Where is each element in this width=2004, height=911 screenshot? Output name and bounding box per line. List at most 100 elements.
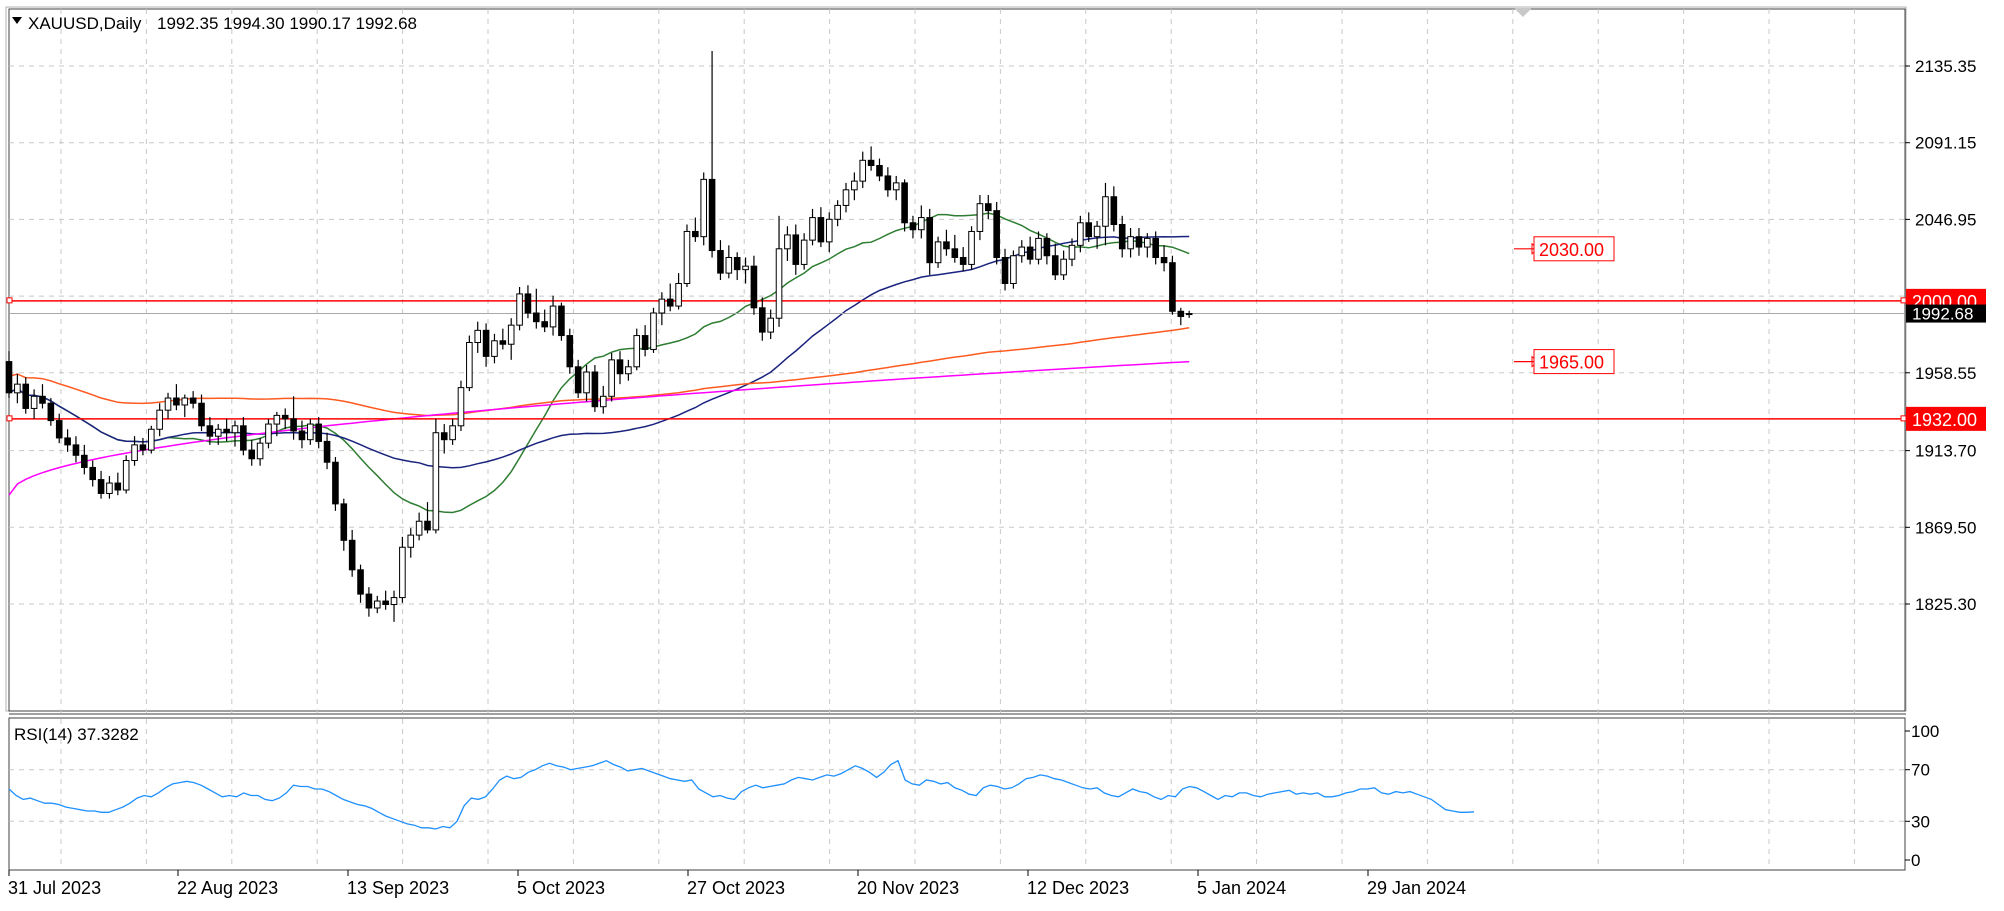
candle-bull: [1077, 222, 1084, 246]
candle-bear: [533, 312, 540, 323]
candle-bull: [122, 459, 130, 491]
candle-bull: [466, 342, 473, 389]
candle-bear: [206, 425, 214, 437]
candle-bear: [524, 293, 532, 314]
rsi-label: RSI(14) 37.3282: [14, 725, 139, 744]
candle-bull: [683, 230, 691, 285]
level-handle-right[interactable]: [1900, 415, 1907, 422]
candle-bear: [482, 329, 490, 357]
candle-bull: [156, 409, 163, 430]
candle-bear: [943, 241, 950, 250]
candle-bull: [131, 444, 138, 461]
candle-bull: [491, 340, 498, 357]
candle-bear: [1135, 236, 1143, 248]
candle-bear: [499, 340, 507, 345]
candle-bear: [884, 175, 892, 191]
candle-bear: [717, 250, 724, 274]
rsi-tick-label: 0: [1911, 851, 1920, 870]
price-tick-label: 1869.50: [1915, 518, 1976, 537]
rsi-axis: 100 70 30 0: [1905, 722, 1939, 870]
moving-averages: [8, 212, 1190, 514]
candle-bull: [265, 423, 272, 444]
level-handle-right[interactable]: [1900, 297, 1907, 304]
candle-bear: [1177, 310, 1185, 317]
candle-bull: [834, 204, 841, 220]
time-tick-label: 13 Sep 2023: [347, 878, 449, 898]
price-tick-label: 1825.30: [1915, 595, 1976, 614]
candles: [5, 50, 1193, 622]
time-tick-label: 20 Nov 2023: [857, 878, 959, 898]
candle-bear: [89, 466, 97, 481]
candle-bear: [759, 307, 766, 333]
candle-bear: [139, 444, 147, 451]
candle-bear: [1118, 224, 1126, 250]
candle-bull: [976, 203, 984, 232]
candle-bull: [725, 256, 733, 274]
candle-bear: [240, 425, 247, 451]
candle-bear: [340, 503, 348, 541]
price-tick-label: 2135.35: [1915, 57, 1976, 76]
candle-bear: [591, 371, 599, 408]
candle-bull: [1068, 244, 1076, 260]
candle-bear: [951, 248, 959, 258]
symbol-label: XAUUSD,Daily: [28, 14, 142, 33]
candle-bull: [1102, 196, 1109, 227]
level-box[interactable]: [1533, 236, 1615, 262]
candle-bear: [173, 397, 180, 406]
candle-bull: [767, 317, 774, 333]
candle-bull: [1093, 225, 1101, 238]
collapse-triangle-icon[interactable]: [12, 17, 22, 24]
candle-bull: [30, 395, 38, 409]
price-tick-label: 1913.70: [1915, 442, 1976, 461]
candle-bull: [650, 312, 657, 350]
ohlc-readout: 1992.35 1994.30 1990.17 1992.68: [157, 14, 417, 33]
rsi-tick-label: 100: [1911, 722, 1939, 741]
candle-bear: [315, 423, 322, 442]
price-tick-label: 2091.15: [1915, 134, 1976, 153]
candle-bear: [298, 430, 306, 441]
candle-bull: [675, 283, 682, 307]
candle-bull: [968, 230, 975, 265]
level-box[interactable]: [1533, 349, 1615, 375]
candle-bear: [708, 178, 716, 252]
candle-bull: [825, 218, 833, 243]
level-handle-left[interactable]: [6, 415, 13, 422]
candle-bull: [1144, 237, 1151, 248]
level-handle-left[interactable]: [6, 297, 13, 304]
time-tick-label: 31 Jul 2023: [8, 878, 101, 898]
candle-bull: [307, 423, 314, 441]
candle-bull: [583, 371, 590, 394]
candle-bear: [189, 397, 197, 404]
candle-bear: [290, 418, 297, 432]
candle-bear: [357, 569, 364, 595]
candle-bear: [541, 321, 548, 328]
candle-bull: [784, 234, 791, 250]
candle-bull: [918, 217, 925, 231]
candle-bear: [348, 539, 356, 571]
candle-bull: [14, 383, 21, 394]
candle-bull: [599, 395, 607, 408]
candle-bear: [281, 414, 289, 420]
candle-bull: [214, 428, 222, 437]
candle-bull: [859, 159, 867, 182]
candle-bull: [507, 324, 515, 345]
candle-bear: [1026, 246, 1034, 260]
rsi-tick-label: 30: [1911, 812, 1930, 831]
candle-bear: [876, 165, 883, 177]
candle-bull: [164, 397, 172, 411]
current-price-tag: [1906, 304, 1986, 323]
candle-bear: [733, 256, 741, 271]
candle-bull: [474, 329, 482, 344]
candle-bear: [22, 383, 30, 409]
candle-bear: [817, 217, 825, 243]
candle-bull: [775, 248, 783, 319]
candle-bear: [1110, 196, 1118, 226]
candle-bull: [1018, 246, 1026, 257]
time-tick-label: 5 Jan 2024: [1197, 878, 1286, 898]
time-tick-label: 22 Aug 2023: [177, 878, 278, 898]
candle-bear: [39, 395, 46, 404]
chart-shift-marker-icon[interactable]: [1514, 8, 1532, 17]
candle-bear: [332, 461, 339, 505]
